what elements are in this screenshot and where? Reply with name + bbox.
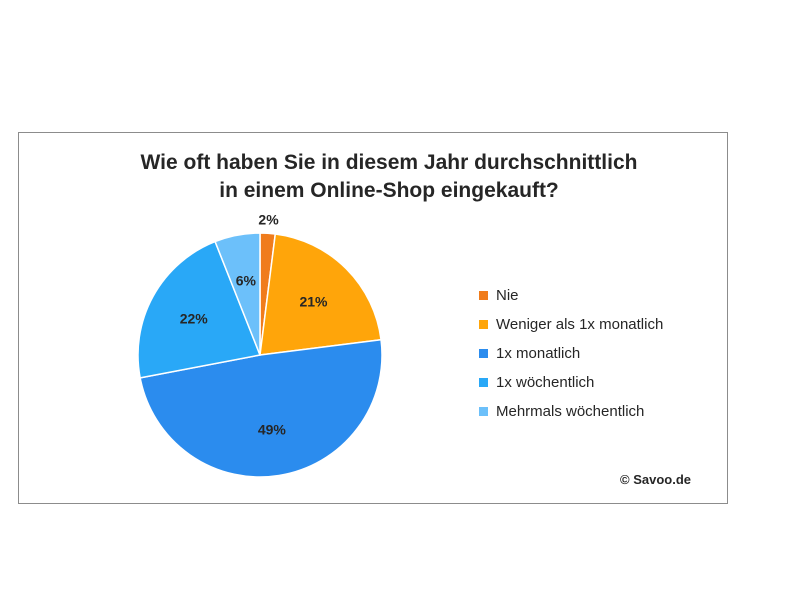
- chart-title-line-2: in einem Online-Shop eingekauft?: [219, 179, 559, 202]
- legend-label-4: Mehrmals wöchentlich: [496, 403, 645, 420]
- legend-label-1: Weniger als 1x monatlich: [496, 316, 664, 333]
- legend-label-0: Nie: [496, 287, 519, 304]
- legend-item-1: Weniger als 1x monatlich: [479, 310, 663, 339]
- pie-slice-label-2: 49%: [258, 422, 287, 438]
- legend-item-3: 1x wöchentlich: [479, 368, 663, 397]
- pie-slice-label-4: 6%: [236, 273, 257, 289]
- chart-title: Wie oft haben Sie in diesem Jahr durchsc…: [19, 149, 759, 205]
- legend-label-3: 1x wöchentlich: [496, 374, 595, 391]
- legend-swatch-1: [479, 320, 488, 329]
- legend-item-0: Nie: [479, 281, 663, 310]
- pie-slice-2: [139, 338, 383, 478]
- pie-slice-label-3: 22%: [180, 311, 209, 327]
- legend-swatch-2: [479, 349, 488, 358]
- copyright-note: © Savoo.de: [620, 472, 691, 487]
- legend-swatch-0: [479, 291, 488, 300]
- pie-slice-4: [214, 232, 261, 356]
- legend-swatch-4: [479, 407, 488, 416]
- chart-legend: Nie Weniger als 1x monatlich 1x monatlich 1…: [479, 281, 663, 426]
- legend-swatch-3: [479, 378, 488, 387]
- pie-slice-label-0: 2%: [258, 211, 279, 227]
- pie-slice-1: [259, 233, 382, 356]
- legend-label-2: 1x monatlich: [496, 345, 581, 362]
- pie-chart: 2% 21% 49% 22% 6%: [137, 211, 383, 478]
- pie-slice-3: [137, 240, 262, 379]
- pie-slice-label-1: 21%: [299, 294, 328, 310]
- chart-title-line-1: Wie oft haben Sie in diesem Jahr durchsc…: [140, 151, 638, 174]
- legend-item-2: 1x monatlich: [479, 339, 663, 368]
- chart-frame: Wie oft haben Sie in diesem Jahr durchsc…: [18, 132, 728, 504]
- legend-item-4: Mehrmals wöchentlich: [479, 397, 663, 426]
